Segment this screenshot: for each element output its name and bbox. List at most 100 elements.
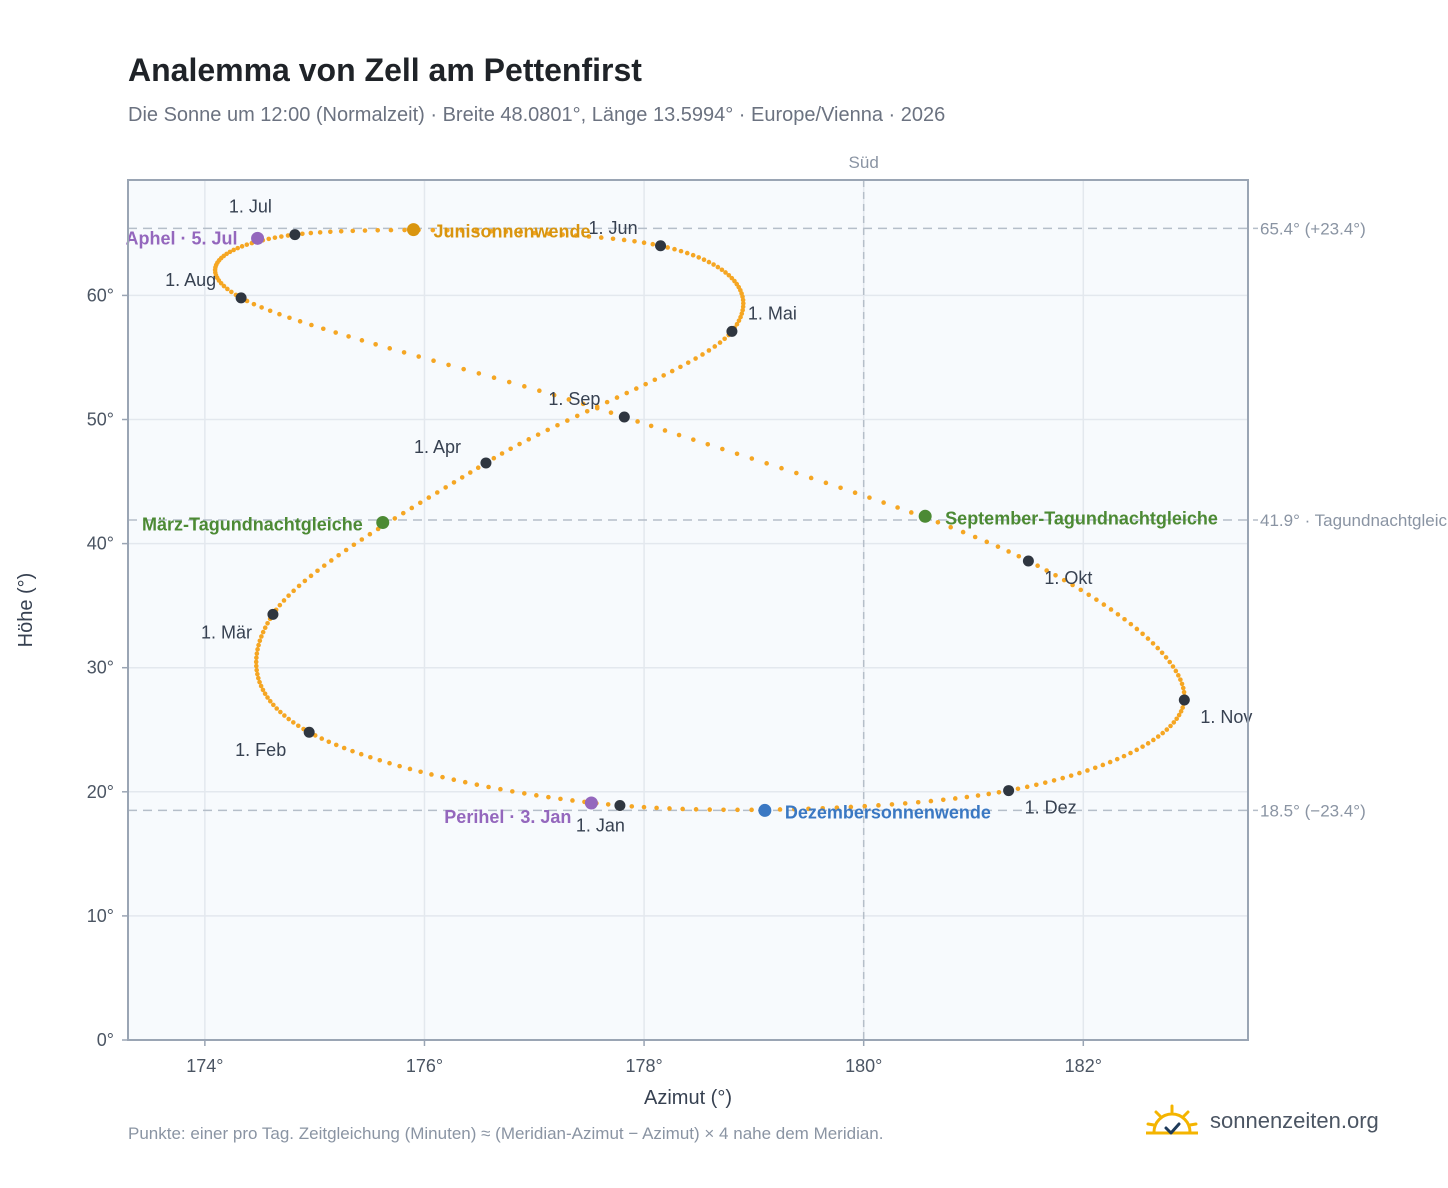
daily-sun-point <box>1068 773 1074 778</box>
daily-sun-point <box>648 423 654 429</box>
daily-sun-point <box>852 490 858 495</box>
brand-logo[interactable]: sonnenzeiten.org <box>1146 1104 1379 1138</box>
daily-sun-point <box>712 344 718 349</box>
daily-sun-point <box>282 713 287 718</box>
daily-sun-point <box>1086 592 1092 598</box>
x-tick-label: 176° <box>406 1056 443 1076</box>
daily-sun-point <box>343 547 349 553</box>
daily-sun-point <box>808 475 814 481</box>
daily-sun-point <box>964 794 970 800</box>
daily-sun-point <box>848 804 854 810</box>
daily-sun-point <box>317 230 323 235</box>
daily-sun-point <box>256 675 261 681</box>
daily-sun-point <box>862 803 868 809</box>
daily-sun-point <box>722 336 727 342</box>
daily-sun-point <box>491 455 497 461</box>
daily-sun-point <box>235 245 240 251</box>
daily-sun-point <box>1164 727 1170 732</box>
daily-sun-point <box>834 805 840 810</box>
daily-sun-point <box>297 319 303 324</box>
daily-sun-point <box>608 410 614 415</box>
daily-sun-point <box>486 784 491 790</box>
daily-sun-point <box>451 480 457 485</box>
event-marker <box>918 509 932 523</box>
daily-sun-point <box>1051 778 1057 783</box>
x-axis-label: Azimut (°) <box>644 1087 732 1109</box>
daily-sun-point <box>461 366 466 372</box>
daily-sun-point <box>652 377 658 383</box>
y-tick-label: 60° <box>87 285 114 305</box>
daily-sun-point <box>239 244 245 249</box>
daily-sun-point <box>319 736 325 741</box>
daily-sun-point <box>734 451 740 457</box>
daily-sun-point <box>598 235 604 240</box>
daily-sun-point <box>555 422 560 428</box>
daily-sun-point <box>287 315 292 321</box>
daily-sun-point <box>522 791 527 796</box>
daily-sun-point <box>1171 720 1177 725</box>
daily-sun-point <box>377 757 383 763</box>
daily-sun-point <box>739 311 745 316</box>
daily-sun-point <box>1134 626 1140 632</box>
daily-sun-point <box>574 413 580 419</box>
daily-sun-point <box>629 804 635 809</box>
daily-sun-point <box>326 739 332 745</box>
daily-sun-point <box>255 671 260 677</box>
daily-sun-point <box>1061 577 1067 583</box>
month-marker <box>289 229 301 241</box>
month-label: 1. Jul <box>229 197 272 217</box>
daily-sun-point <box>1077 770 1082 776</box>
daily-sun-point <box>286 593 291 598</box>
daily-sun-point <box>1140 631 1145 637</box>
event-label: Dezembersonnenwende <box>785 802 991 822</box>
daily-sun-point <box>1155 645 1161 651</box>
daily-sun-point <box>445 228 450 233</box>
daily-sun-point <box>736 318 742 323</box>
daily-sun-point <box>749 807 754 813</box>
daily-sun-point <box>474 782 480 787</box>
daily-sun-point <box>734 321 740 327</box>
daily-sun-point <box>740 304 746 310</box>
daily-sun-point <box>1145 636 1151 641</box>
daily-sun-point <box>392 516 398 521</box>
daily-sun-point <box>678 248 684 254</box>
daily-sun-point <box>1128 750 1133 756</box>
daily-sun-point <box>1107 759 1113 765</box>
daily-sun-point <box>573 233 579 238</box>
daily-sun-point <box>409 505 415 511</box>
event-label: Perihel · 3. Jan <box>444 807 571 827</box>
daily-sun-point <box>295 723 301 729</box>
daily-sun-point <box>254 655 259 661</box>
month-marker <box>303 726 315 738</box>
event-marker <box>406 223 420 237</box>
daily-sun-point <box>632 239 637 244</box>
daily-sun-point <box>285 233 291 238</box>
daily-sun-point <box>416 354 422 359</box>
daily-sun-point <box>443 485 448 490</box>
daily-sun-point <box>693 807 699 812</box>
month-label: 1. Mai <box>748 303 797 323</box>
event-marker <box>584 796 598 810</box>
daily-sun-point <box>715 264 721 270</box>
daily-sun-point <box>641 804 647 810</box>
daily-sun-point <box>667 806 672 811</box>
daily-sun-point <box>253 659 259 665</box>
daily-sun-point <box>996 789 1002 795</box>
daily-sun-point <box>434 490 440 495</box>
daily-sun-point <box>902 801 908 806</box>
event-label: Junisonnenwende <box>433 222 590 242</box>
brand-name: sonnenzeiten.org <box>1210 1108 1379 1133</box>
daily-sun-point <box>580 401 586 407</box>
daily-sun-point <box>975 793 981 798</box>
daily-sun-point <box>684 250 690 256</box>
daily-sun-point <box>915 799 921 805</box>
daily-sun-point <box>680 806 685 812</box>
event-label: Aphel · 5. Jul <box>126 228 238 248</box>
y-tick-label: 40° <box>87 534 114 554</box>
daily-sun-point <box>1128 621 1134 627</box>
daily-sun-point <box>459 228 465 233</box>
daily-sun-point <box>1151 737 1156 743</box>
daily-sun-point <box>749 456 755 461</box>
daily-sun-point <box>267 698 273 704</box>
daily-sun-point <box>995 544 1001 549</box>
